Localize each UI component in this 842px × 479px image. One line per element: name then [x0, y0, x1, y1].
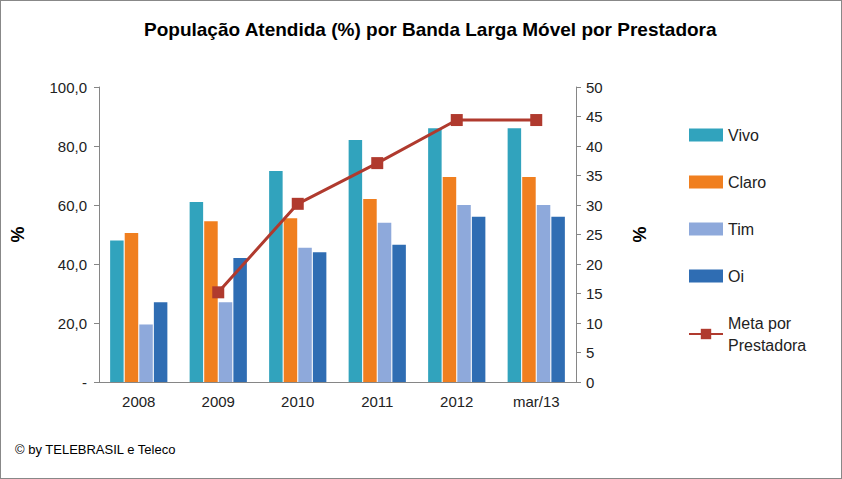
svg-text:25: 25 [586, 226, 603, 243]
svg-text:10: 10 [586, 315, 603, 332]
svg-text:30: 30 [586, 197, 603, 214]
svg-text:5: 5 [586, 344, 594, 361]
svg-text:População Atendida (%) por Ban: População Atendida (%) por Banda Larga M… [144, 19, 717, 40]
svg-text:Oi: Oi [728, 268, 744, 285]
svg-text:20: 20 [586, 256, 603, 273]
svg-text:40: 40 [586, 138, 603, 155]
svg-text:%: % [8, 226, 28, 242]
svg-text:35: 35 [586, 167, 603, 184]
svg-text:mar/13: mar/13 [513, 393, 560, 410]
svg-text:2010: 2010 [281, 393, 314, 410]
svg-text:50: 50 [586, 79, 603, 96]
svg-text:Prestadora: Prestadora [728, 337, 806, 354]
svg-text:20,0: 20,0 [58, 315, 87, 332]
svg-text:Vivo: Vivo [728, 127, 759, 144]
svg-text:40,0: 40,0 [58, 256, 87, 273]
svg-text:2008: 2008 [122, 393, 155, 410]
svg-text:© by TELEBRASIL e Teleco: © by TELEBRASIL e Teleco [15, 442, 175, 457]
svg-text:100,0: 100,0 [49, 79, 87, 96]
svg-text:15: 15 [586, 285, 603, 302]
svg-text:Tim: Tim [728, 221, 754, 238]
svg-text:Meta por: Meta por [728, 315, 796, 332]
svg-text:45: 45 [586, 108, 603, 125]
svg-text:60,0: 60,0 [58, 197, 87, 214]
svg-text:%: % [630, 226, 650, 242]
svg-text:0: 0 [586, 374, 594, 391]
svg-text:80,0: 80,0 [58, 138, 87, 155]
svg-text:2011: 2011 [361, 393, 393, 410]
svg-text:-: - [82, 374, 87, 391]
svg-text:2009: 2009 [202, 393, 235, 410]
svg-text:Claro: Claro [728, 174, 766, 191]
svg-text:2012: 2012 [440, 393, 473, 410]
